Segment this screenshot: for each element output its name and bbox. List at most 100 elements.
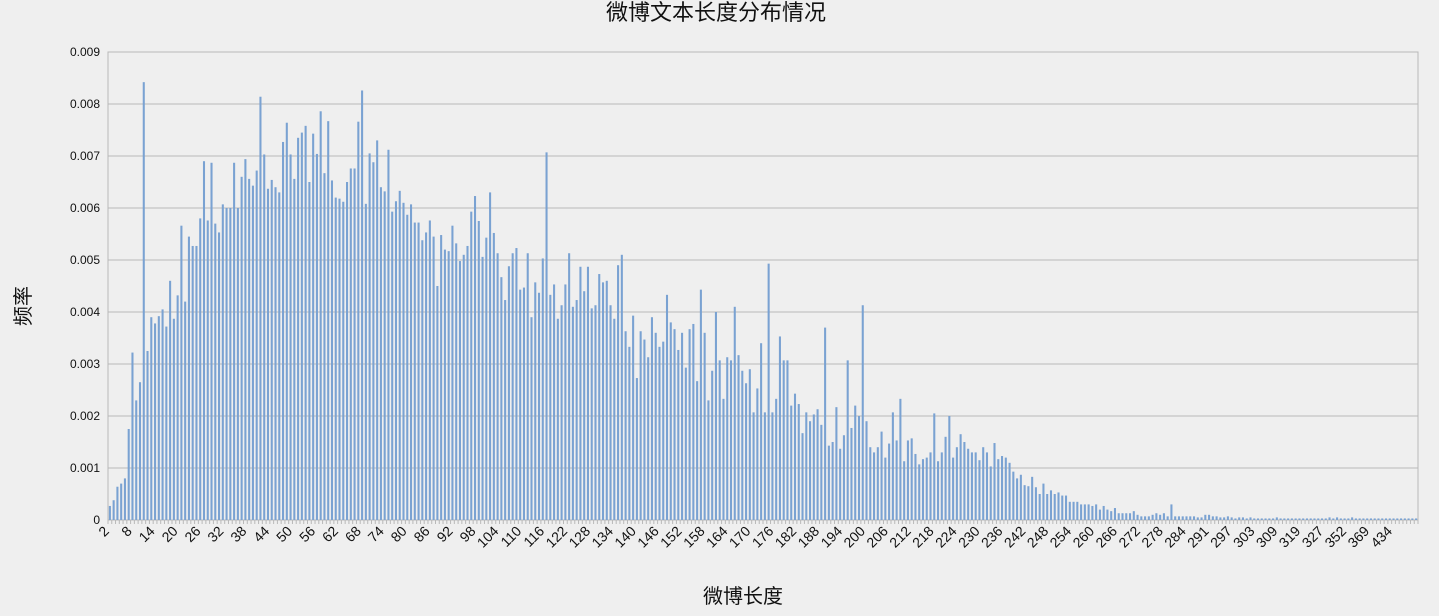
- bar: [801, 433, 804, 520]
- bar: [598, 274, 601, 520]
- bar: [895, 440, 898, 520]
- bar: [1339, 518, 1342, 520]
- bar: [775, 398, 778, 520]
- bar: [398, 190, 401, 520]
- bar: [489, 192, 492, 520]
- bar: [1354, 518, 1357, 520]
- bar: [733, 306, 736, 520]
- bar: [1023, 485, 1026, 520]
- bar: [485, 237, 488, 520]
- bar: [620, 254, 623, 521]
- bar: [937, 461, 940, 520]
- bar: [1204, 514, 1207, 520]
- bar: [888, 443, 891, 520]
- bar: [1151, 514, 1154, 520]
- bar: [993, 443, 996, 520]
- bar: [157, 316, 160, 520]
- y-tick-label: 0.008: [70, 97, 100, 111]
- x-tick-label: 56: [296, 523, 318, 545]
- bar: [297, 137, 300, 521]
- bar: [692, 323, 695, 520]
- bar: [1313, 518, 1316, 520]
- bar: [225, 208, 228, 520]
- x-tick-label: 140: [611, 523, 639, 551]
- bar: [240, 176, 243, 521]
- bar: [711, 370, 714, 520]
- bar: [1031, 476, 1034, 520]
- bar: [1046, 494, 1049, 520]
- bar: [214, 223, 217, 520]
- bar: [861, 305, 864, 520]
- bar: [865, 421, 868, 520]
- bar: [511, 253, 514, 521]
- bar: [120, 483, 123, 520]
- bar: [590, 308, 593, 520]
- bar: [974, 452, 977, 520]
- x-tick-label: 2: [95, 523, 112, 540]
- bar: [688, 329, 691, 520]
- x-tick-label: 291: [1184, 523, 1212, 551]
- bar: [135, 400, 138, 520]
- bar: [1034, 487, 1037, 520]
- bar: [1016, 478, 1019, 520]
- bar: [195, 245, 198, 520]
- bar: [899, 398, 902, 520]
- bar: [605, 280, 608, 520]
- bar: [455, 243, 458, 521]
- x-tick-label: 146: [634, 523, 662, 551]
- x-tick-label: 128: [565, 523, 593, 551]
- bar: [658, 346, 661, 520]
- bar: [1211, 516, 1214, 520]
- bar: [492, 232, 495, 520]
- bar: [1095, 504, 1098, 520]
- bar: [997, 459, 1000, 520]
- bar: [289, 154, 292, 520]
- bar: [146, 351, 149, 520]
- bar: [1392, 518, 1395, 520]
- bar: [545, 152, 548, 521]
- bar: [1256, 518, 1260, 520]
- bar: [504, 300, 507, 520]
- bar: [361, 90, 364, 520]
- x-tick-label: 134: [588, 523, 616, 551]
- x-tick-label: 212: [886, 523, 914, 551]
- bar: [1098, 509, 1101, 520]
- bar: [970, 452, 973, 520]
- bar: [282, 141, 285, 520]
- x-tick-label: 224: [932, 523, 960, 551]
- x-tick-label: 170: [726, 523, 754, 551]
- bar: [1136, 514, 1139, 520]
- bar: [1377, 518, 1380, 520]
- bar: [1053, 494, 1056, 520]
- x-tick-label: 303: [1230, 523, 1258, 551]
- x-tick-label: 116: [520, 523, 547, 550]
- bar: [541, 258, 544, 520]
- bar: [443, 249, 446, 520]
- bar: [1373, 518, 1376, 520]
- bar: [368, 153, 371, 520]
- bar: [1403, 518, 1406, 520]
- bar: [684, 367, 687, 520]
- x-tick-label: 272: [1115, 523, 1143, 551]
- y-axis-title: 频率: [12, 286, 35, 326]
- bar: [1065, 495, 1068, 520]
- bar: [1185, 516, 1188, 520]
- y-tick-label: 0.009: [70, 45, 100, 59]
- bar: [654, 332, 657, 520]
- bar: [793, 393, 797, 520]
- bar: [989, 466, 992, 520]
- bar: [643, 339, 646, 520]
- bar: [481, 256, 484, 520]
- bar: [748, 369, 751, 520]
- bar: [1347, 518, 1350, 520]
- x-tick-label: 248: [1024, 523, 1052, 551]
- bar: [1234, 518, 1237, 520]
- bar: [327, 121, 330, 520]
- bar: [824, 327, 827, 520]
- bar: [1057, 492, 1060, 520]
- bar: [1042, 483, 1045, 520]
- bar: [1072, 501, 1075, 520]
- bar: [1049, 490, 1053, 520]
- bar: [1223, 517, 1226, 520]
- bar: [379, 187, 382, 520]
